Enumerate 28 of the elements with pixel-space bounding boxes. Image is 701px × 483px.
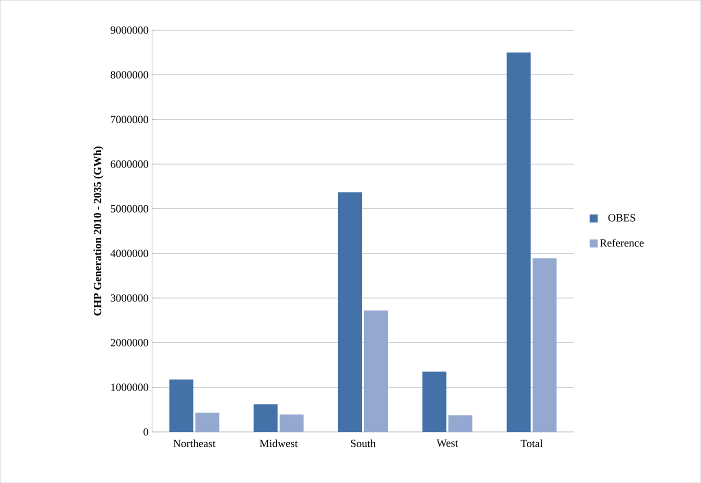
bar — [280, 414, 304, 432]
y-tick-label: 3000000 — [110, 294, 148, 302]
bar — [448, 415, 472, 432]
x-tick-label: South — [350, 439, 376, 448]
x-tick-label: Total — [520, 439, 543, 448]
x-tick-label: West — [436, 439, 458, 447]
y-tick-label: 0 — [144, 428, 148, 436]
bar — [169, 379, 194, 432]
y-tick-label: 7000000 — [110, 116, 148, 124]
bar — [506, 52, 531, 432]
bar — [254, 404, 278, 432]
x-tick-label: Northeast — [173, 439, 216, 448]
bar — [364, 310, 388, 432]
legend-label: Reference — [600, 238, 644, 247]
bar — [195, 412, 220, 432]
bar — [338, 192, 362, 432]
y-tick-label: 9000000 — [110, 26, 148, 34]
x-tick-label: Midwest — [260, 439, 298, 448]
legend-label: OBES — [608, 214, 636, 222]
y-tick-label: 4000000 — [110, 250, 148, 258]
y-tick-label: 1000000 — [111, 384, 148, 391]
bar — [532, 258, 557, 432]
y-tick-label: 6000000 — [110, 160, 148, 168]
y-axis-title: CHP Generation 2010 - 2035 (GWh) — [94, 146, 104, 316]
bar — [422, 372, 446, 432]
y-tick-label: 5000000 — [110, 205, 148, 212]
y-tick-label: 8000000 — [110, 71, 148, 78]
y-tick-label: 2000000 — [110, 338, 148, 346]
